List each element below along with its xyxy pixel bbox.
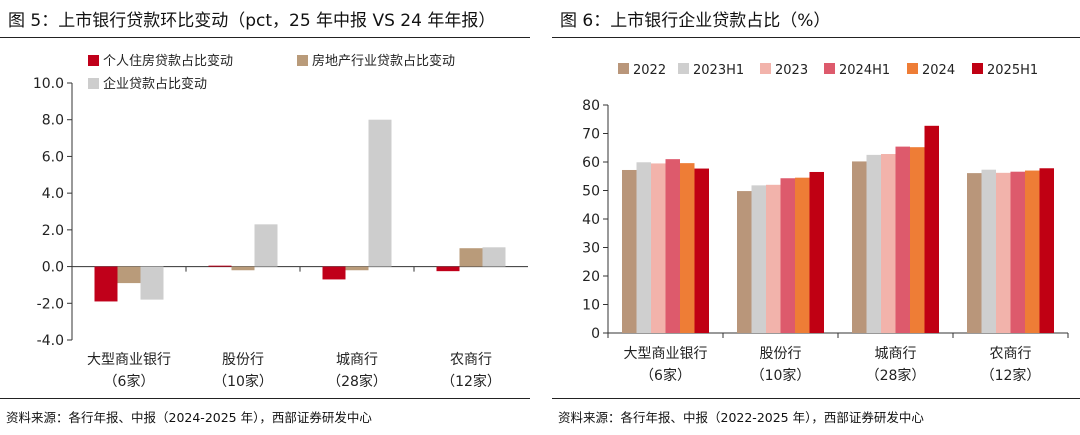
bar-2-1 [117, 266, 141, 284]
x-category-sublabel: （12家） [441, 373, 501, 390]
y-tick-label: 6.0 [42, 149, 64, 165]
y-tick-label: 0 [591, 326, 600, 342]
bar-1-1 [622, 169, 637, 333]
x-category-label: 农商行 [990, 346, 1032, 362]
bar-3-2 [254, 224, 278, 267]
legend-swatch-6 [972, 63, 983, 74]
x-category-sublabel: （6家） [640, 367, 691, 384]
bar-1-2 [208, 265, 232, 267]
bar-3-3 [368, 119, 392, 267]
legend-swatch-1 [618, 63, 629, 74]
bar-6-3 [924, 125, 939, 334]
bar-3-1 [651, 163, 666, 333]
x-category-sublabel: （10家） [213, 373, 273, 390]
bar-2-1 [636, 162, 651, 333]
legend-label-5: 2024 [922, 63, 955, 78]
x-category-label: 大型商业银行 [87, 352, 171, 368]
legend-label-1: 个人住房贷款占比变动 [103, 53, 233, 69]
x-category-sublabel: （6家） [104, 373, 155, 390]
bar-4-4 [1010, 171, 1025, 333]
y-tick-label: 10 [582, 298, 600, 314]
legend-label-4: 2024H1 [839, 63, 890, 78]
y-tick-label: 70 [582, 127, 600, 143]
bar-2-3 [345, 266, 369, 271]
legend-label-2: 房地产行业贷款占比变动 [312, 53, 455, 69]
y-tick-label: -4.0 [37, 333, 64, 349]
x-category-label: 大型商业银行 [624, 346, 708, 362]
y-tick-label: 30 [582, 241, 600, 257]
legend-swatch-3 [88, 78, 99, 89]
chart-panel-loan-change: 图 5：上市银行贷款环比变动（pct，25 年中报 VS 24 年年报） 10.… [0, 0, 530, 435]
x-category-sublabel: （12家） [981, 367, 1041, 384]
bar-4-2 [780, 178, 795, 333]
bar-5-3 [910, 147, 925, 333]
x-category-sublabel: （28家） [866, 367, 926, 384]
bar-5-1 [680, 163, 695, 333]
bar-2-4 [981, 169, 996, 333]
bar-5-2 [795, 177, 810, 333]
legend-swatch-4 [824, 63, 835, 74]
y-tick-label: 50 [582, 184, 600, 200]
x-category-sublabel: （10家） [751, 367, 811, 384]
x-category-sublabel: （28家） [327, 373, 387, 390]
x-category-label: 城商行 [875, 346, 917, 362]
legend-label-2: 2023H1 [693, 63, 744, 78]
chart-title: 图 5：上市银行贷款环比变动（pct，25 年中报 VS 24 年年报） [8, 11, 496, 31]
legend-swatch-2 [678, 63, 689, 74]
legend-label-3: 2023 [775, 63, 808, 78]
bar-3-4 [482, 247, 506, 267]
y-tick-label: 20 [582, 269, 600, 285]
x-category-label: 城商行 [336, 352, 378, 368]
bar-4-1 [665, 159, 680, 333]
bar-1-3 [322, 266, 346, 280]
legend-swatch-3 [760, 63, 771, 74]
y-tick-label: 10.0 [33, 76, 64, 92]
bar-2-4 [459, 248, 483, 267]
bar-1-2 [737, 191, 752, 333]
bar-3-2 [766, 184, 781, 333]
bar-6-4 [1039, 168, 1054, 333]
source-note: 资料来源：各行年报、中报（2022-2025 年），西部证券研发中心 [558, 410, 924, 425]
bar-6-2 [809, 171, 824, 333]
legend-label-1: 2022 [633, 63, 666, 78]
loan-change-bar-chart: 10.0 8.0 6.0 4.0 2.0 0.0 -2.0 -4.0 大型商业银行 （6家） 股份行… [33, 53, 528, 390]
legend-swatch-1 [88, 55, 99, 66]
y-tick-label: 2.0 [42, 223, 64, 239]
y-tick-label: 0.0 [42, 260, 64, 276]
legend-swatch-2 [297, 55, 308, 66]
chart-title: 图 6：上市银行企业贷款占比（%） [560, 11, 831, 31]
source-divider [552, 398, 1080, 399]
source-divider [0, 398, 530, 399]
x-category-label: 股份行 [222, 352, 264, 368]
title-divider [0, 37, 530, 38]
bar-3-1 [140, 266, 164, 300]
bar-5-4 [1025, 170, 1040, 333]
chart-panel-corporate-share: 图 6：上市银行企业贷款占比（%） 80 70 60 50 40 30 20 10 0 大型商业银… [552, 0, 1080, 435]
bar-4-3 [895, 146, 910, 333]
y-tick-label: 4.0 [42, 186, 64, 202]
bar-1-4 [436, 266, 460, 272]
bar-3-3 [881, 154, 896, 333]
bar-6-1 [694, 168, 709, 333]
bar-1-4 [967, 173, 982, 333]
y-tick-label: 80 [582, 98, 600, 114]
x-category-label: 股份行 [760, 346, 802, 362]
legend-label-6: 2025H1 [987, 63, 1038, 78]
bar-1-3 [852, 161, 867, 333]
bar-1-1 [94, 266, 118, 302]
corporate-loan-share-bar-chart: 80 70 60 50 40 30 20 10 0 大型商业银行 （6家） 股份行 （10家） 城商行 （2… [582, 63, 1069, 384]
legend-swatch-5 [907, 63, 918, 74]
bar-2-2 [751, 185, 766, 333]
source-note: 资料来源：各行年报、中报（2024-2025 年），西部证券研发中心 [6, 410, 372, 425]
bar-2-2 [231, 266, 255, 271]
x-category-label: 农商行 [450, 352, 492, 368]
y-tick-label: -2.0 [37, 296, 64, 312]
y-tick-label: 60 [582, 155, 600, 171]
legend-label-3: 企业贷款占比变动 [103, 76, 207, 92]
y-tick-label: 40 [582, 212, 600, 228]
y-tick-label: 8.0 [42, 113, 64, 129]
title-divider [552, 37, 1080, 38]
bar-2-3 [866, 154, 881, 333]
bar-3-4 [996, 172, 1011, 333]
